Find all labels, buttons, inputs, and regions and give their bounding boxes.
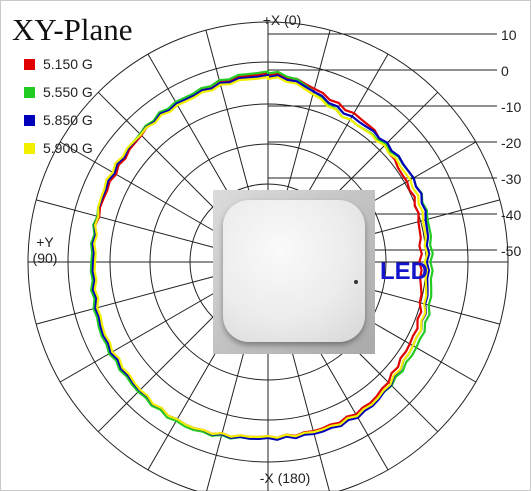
legend-label: 5.900 G <box>43 140 93 156</box>
series-traces <box>89 70 434 441</box>
legend-label: 5.850 G <box>43 112 93 128</box>
legend-item: 5.900 G <box>24 134 93 162</box>
axis-label-left: +Y (90) <box>20 234 70 266</box>
grid-spoke <box>59 280 236 383</box>
legend-label: 5.550 G <box>43 84 93 100</box>
radial-tick-label: 0 <box>501 63 509 79</box>
access-point-photo <box>213 190 375 354</box>
axis-label-left-line2: (90) <box>32 250 58 267</box>
access-point-led-dot <box>354 280 358 284</box>
series-trace <box>93 75 429 439</box>
legend-item: 5.550 G <box>24 78 93 106</box>
legend-swatch <box>24 114 35 126</box>
radial-tick-label: -50 <box>501 243 522 259</box>
radial-tick-label: -20 <box>501 135 522 151</box>
legend-swatch <box>24 142 35 154</box>
grid-spoke <box>36 199 232 253</box>
legend-swatch <box>24 86 35 98</box>
legend-label: 5.150 G <box>43 56 93 72</box>
legend-swatch <box>24 58 35 70</box>
legend-item: 5.850 G <box>24 106 93 134</box>
series-trace <box>91 73 431 441</box>
axis-label-left-line1: +Y <box>36 234 54 250</box>
legend: 5.150 G 5.550 G 5.850 G 5.900 G <box>24 50 93 162</box>
access-point-body <box>223 200 365 342</box>
radial-tick-label: -30 <box>501 171 522 187</box>
grid-spoke <box>36 271 232 325</box>
radial-tick-label: -40 <box>501 207 522 223</box>
axis-label-bottom: -X (180) <box>259 470 311 486</box>
chart-title: XY-Plane <box>12 12 133 47</box>
axis-label-top: +X (0) <box>262 12 302 28</box>
led-annotation: LED <box>380 258 428 285</box>
legend-item: 5.150 G <box>24 50 93 78</box>
grid-spoke <box>59 141 236 244</box>
radial-tick-label: -10 <box>501 99 522 115</box>
radial-tick-label: 10 <box>501 27 517 43</box>
